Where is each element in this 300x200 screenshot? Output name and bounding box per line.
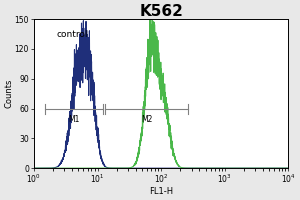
Y-axis label: Counts: Counts (4, 79, 13, 108)
X-axis label: FL1-H: FL1-H (149, 187, 173, 196)
Text: M2: M2 (141, 115, 152, 124)
Text: control: control (56, 30, 88, 39)
Text: M1: M1 (68, 115, 80, 124)
Title: K562: K562 (139, 4, 183, 19)
